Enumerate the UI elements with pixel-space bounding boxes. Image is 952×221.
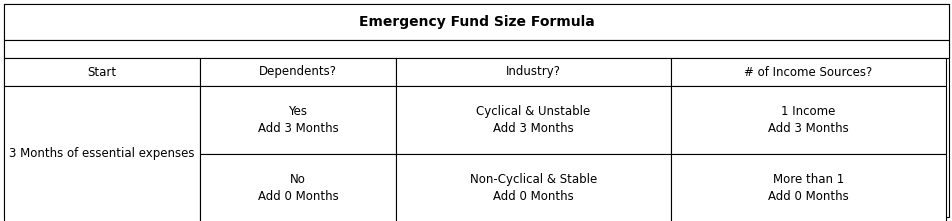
Text: Cyclical & Unstable
Add 3 Months: Cyclical & Unstable Add 3 Months	[476, 105, 590, 135]
Text: Yes
Add 3 Months: Yes Add 3 Months	[257, 105, 338, 135]
Bar	[4, 58, 200, 86]
Text: Emergency Fund Size Formula: Emergency Fund Size Formula	[358, 15, 594, 29]
Text: Industry?: Industry?	[506, 65, 561, 78]
Text: 3 Months of essential expenses: 3 Months of essential expenses	[10, 147, 194, 160]
Bar	[670, 154, 945, 221]
Text: Non-Cyclical & Stable
Add 0 Months: Non-Cyclical & Stable Add 0 Months	[469, 173, 597, 203]
Text: Dependents?: Dependents?	[259, 65, 337, 78]
Bar	[4, 86, 200, 221]
Bar	[670, 58, 945, 86]
Bar	[670, 86, 945, 154]
Text: Start: Start	[88, 65, 116, 78]
Text: No
Add 0 Months: No Add 0 Months	[257, 173, 338, 203]
Text: 1 Income
Add 3 Months: 1 Income Add 3 Months	[767, 105, 848, 135]
Bar	[4, 4, 948, 40]
Text: More than 1
Add 0 Months: More than 1 Add 0 Months	[767, 173, 848, 203]
Text: # of Income Sources?: # of Income Sources?	[744, 65, 872, 78]
Bar	[200, 58, 396, 86]
Bar	[396, 154, 670, 221]
Bar	[200, 154, 396, 221]
Bar	[396, 58, 670, 86]
Bar	[396, 86, 670, 154]
Bar	[4, 40, 948, 58]
Bar	[200, 86, 396, 154]
